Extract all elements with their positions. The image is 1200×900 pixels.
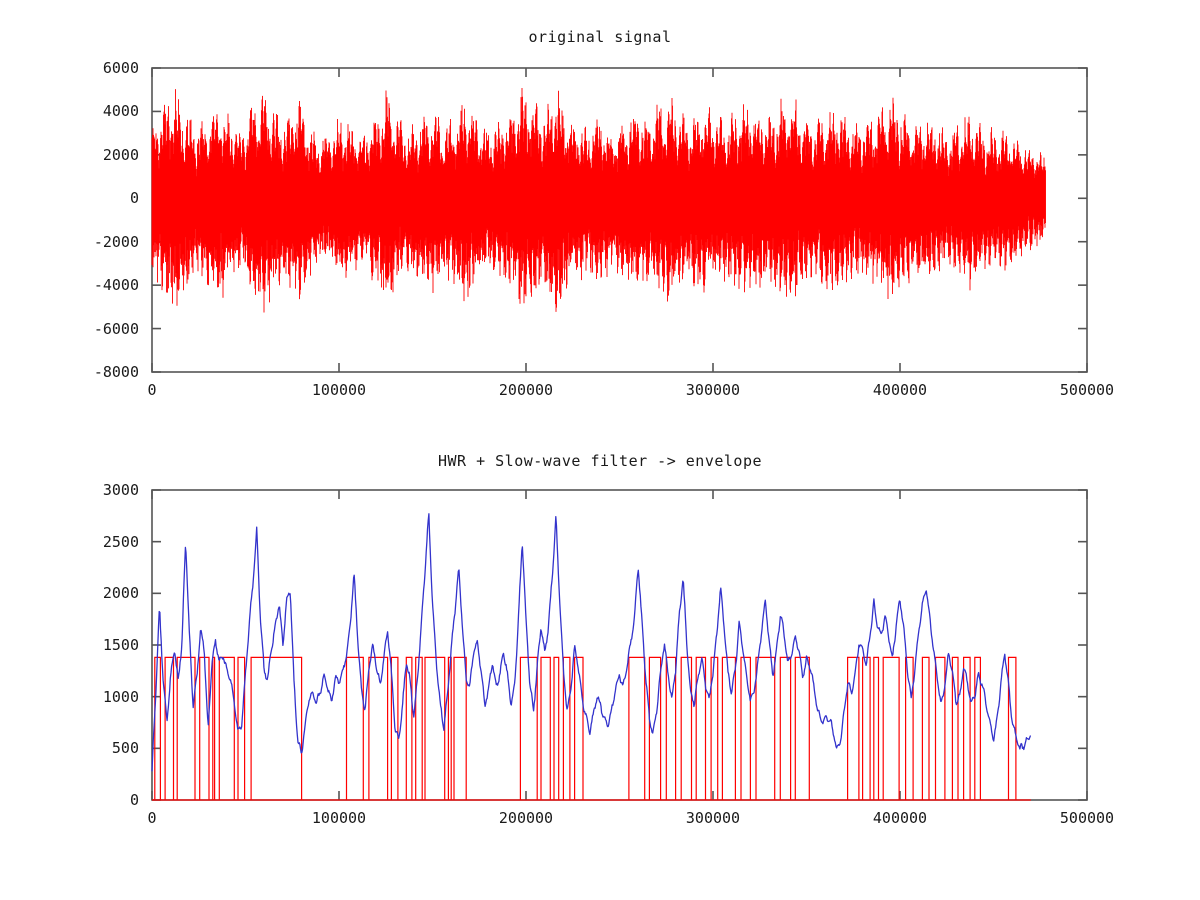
y-tick-label: 2000: [102, 145, 139, 164]
y-tick-label: 2000: [102, 584, 139, 603]
svg-original-signal: [151, 67, 1088, 373]
x-tick-label: 200000: [498, 809, 554, 827]
svg-hwr-envelope: [151, 489, 1088, 801]
x-tick-label: 300000: [685, 809, 741, 827]
y-tick-label: 2500: [102, 532, 139, 551]
y-tick-label: 4000: [102, 102, 139, 121]
y-tick-label: -6000: [93, 319, 139, 338]
y-tick-label: -2000: [93, 232, 139, 251]
x-tick-label: 500000: [1059, 381, 1115, 399]
x-tick-label: 0: [147, 809, 157, 827]
x-tick-label: 400000: [872, 381, 928, 399]
plot-original-signal: original signal -8000 -6000 -4000 -2000 0 200…: [0, 0, 1200, 430]
y-tick-label: 1000: [102, 687, 139, 706]
plot-hwr-envelope: HWR + Slow-wave filter -> envelope 0 500 1…: [0, 430, 1200, 860]
y-tick-label: 6000: [102, 59, 139, 77]
x-tick-label: 500000: [1059, 809, 1115, 827]
series-threshold-pulses: [152, 656, 1031, 801]
plot-title-original-signal: original signal: [528, 28, 672, 46]
x-tick-label: 400000: [872, 809, 928, 827]
y-tick-label: 0: [129, 791, 139, 809]
y-tick-label: 1500: [102, 636, 139, 654]
plot-title-hwr-envelope: HWR + Slow-wave filter -> envelope: [437, 452, 763, 470]
y-tick-label: -8000: [93, 363, 139, 381]
series-signal: [151, 88, 1046, 313]
x-tick-label: 100000: [311, 809, 367, 827]
x-tick-label: 200000: [498, 381, 554, 399]
y-tick-label: 3000: [102, 481, 139, 499]
x-tick-label: 100000: [311, 381, 367, 399]
series-envelope: [151, 513, 1031, 772]
x-tick-label: 0: [147, 381, 157, 399]
y-tick-label: -4000: [93, 276, 139, 295]
y-tick-label: 0: [129, 189, 139, 208]
plot-area-hwr-envelope: [0, 430, 1200, 860]
plot-area-original-signal: [0, 0, 1200, 430]
x-tick-label: 300000: [685, 381, 741, 399]
signal-waveform: [151, 88, 1046, 313]
y-tick-label: 500: [111, 739, 139, 758]
